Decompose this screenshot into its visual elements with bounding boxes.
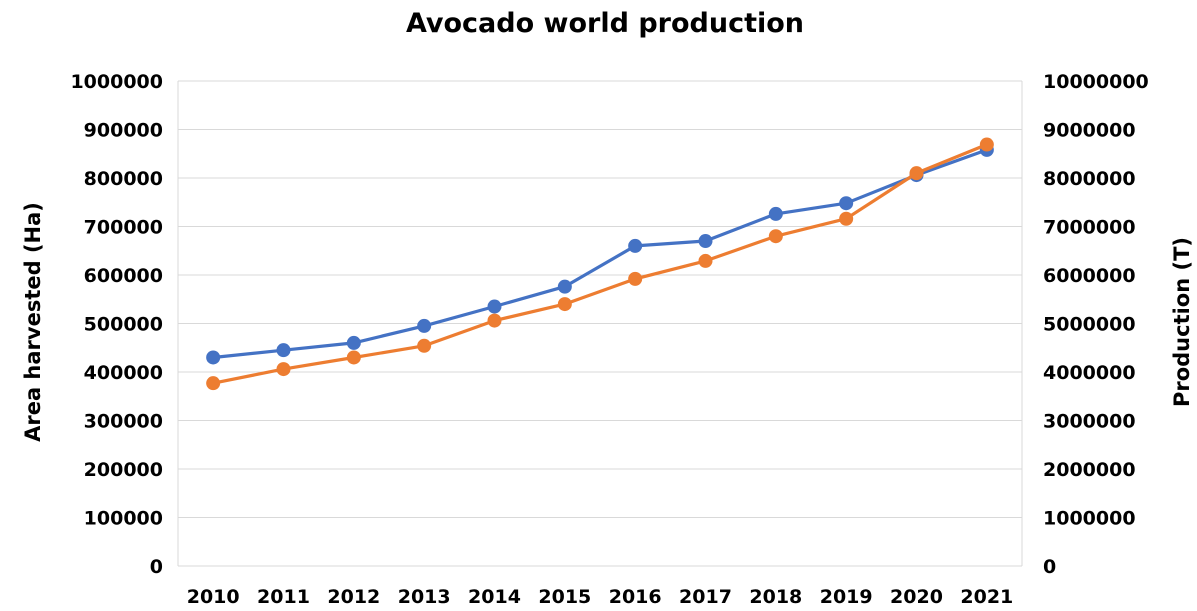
x-tick-label: 2018 (749, 586, 802, 608)
data-point (417, 318, 432, 333)
data-point (557, 279, 572, 294)
data-point (557, 297, 572, 312)
data-point (768, 229, 783, 244)
x-tick-label: 2015 (538, 586, 591, 608)
y-tick-label: 400000 (84, 362, 163, 384)
x-tick-label: 2016 (609, 586, 662, 608)
y2-tick-label: 2000000 (1043, 459, 1136, 481)
data-point (698, 253, 713, 268)
axes (177, 81, 1023, 567)
data-point (487, 299, 502, 314)
y2-tick-label: 4000000 (1043, 362, 1136, 384)
x-tick-label: 2021 (960, 586, 1013, 608)
x-tick-label: 2014 (468, 586, 521, 608)
data-point (698, 234, 713, 249)
series-1 (206, 142, 994, 365)
chart-title: Avocado world production (406, 8, 804, 39)
data-point (417, 338, 432, 353)
x-axis-tick-labels: 2010 2011 2012 2013 2014 2015 2016 2017 2018 2019… (187, 586, 1014, 608)
x-tick-label: 2010 (187, 586, 240, 608)
right-axis-tick-labels: 0 1000000 2000000 3000000 4000000 5000000 6000… (1043, 71, 1149, 578)
right-axis-title: Production (T) (1170, 237, 1194, 407)
y-tick-label: 1000000 (70, 71, 163, 93)
data-point (206, 350, 221, 365)
x-tick-label: 2012 (327, 586, 380, 608)
y-tick-label: 700000 (84, 217, 163, 239)
data-point (628, 238, 643, 253)
data-point (839, 211, 854, 226)
data-point (346, 335, 361, 350)
x-tick-label: 2020 (890, 586, 943, 608)
y2-tick-label: 0 (1043, 556, 1056, 578)
series-layer (206, 137, 994, 391)
y-tick-label: 100000 (84, 508, 163, 530)
series-line (212, 143, 988, 385)
x-tick-label: 2019 (820, 586, 873, 608)
y2-tick-label: 9000000 (1043, 120, 1136, 142)
data-point (276, 343, 291, 358)
data-point (768, 206, 783, 221)
y-tick-label: 200000 (84, 459, 163, 481)
data-point (346, 350, 361, 365)
data-point (276, 362, 291, 377)
y-tick-label: 600000 (84, 265, 163, 287)
left-axis-title: Area harvested (Ha) (21, 202, 45, 442)
y2-tick-label: 3000000 (1043, 411, 1136, 433)
data-point (206, 376, 221, 391)
y-tick-label: 500000 (84, 314, 163, 336)
y2-tick-label: 6000000 (1043, 265, 1136, 287)
y2-tick-label: 1000000 (1043, 508, 1136, 530)
series-line (213, 148, 988, 360)
left-axis-tick-labels: 0 100000 200000 300000 400000 500000 600000 700… (70, 71, 163, 578)
x-tick-label: 2017 (679, 586, 732, 608)
y2-tick-label: 10000000 (1043, 71, 1149, 93)
data-point (839, 196, 854, 211)
y-tick-label: 0 (150, 556, 163, 578)
x-tick-label: 2011 (257, 586, 310, 608)
y2-tick-label: 8000000 (1043, 168, 1136, 190)
data-point (909, 166, 924, 181)
gridlines (178, 80, 1022, 567)
y-tick-label: 300000 (84, 411, 163, 433)
series-2 (206, 137, 994, 391)
data-point (628, 271, 643, 286)
y-tick-label: 900000 (84, 120, 163, 142)
x-tick-label: 2013 (398, 586, 451, 608)
data-point (487, 313, 502, 328)
y2-tick-label: 5000000 (1043, 314, 1136, 336)
y2-tick-label: 7000000 (1043, 217, 1136, 239)
y-tick-label: 800000 (84, 168, 163, 190)
data-point (979, 137, 994, 152)
